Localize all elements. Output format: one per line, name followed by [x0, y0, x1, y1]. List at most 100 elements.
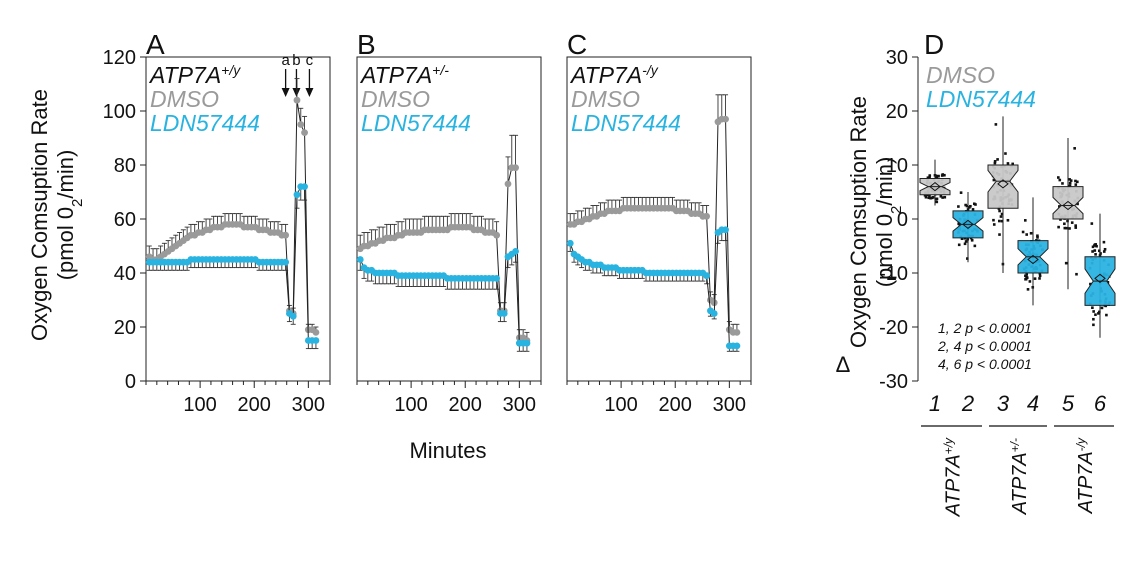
point-dmso [733, 329, 741, 336]
point-ldn57444 [733, 342, 741, 350]
point-ldn57444 [356, 256, 364, 263]
data-point-2 [965, 204, 969, 208]
data-point-3 [1006, 162, 1010, 165]
point-dmso [282, 231, 290, 239]
data-point-5 [1057, 176, 1060, 179]
data-point-6 [1091, 250, 1094, 253]
y-tick-label: 20 [114, 317, 136, 339]
mean-marker-4 [1027, 254, 1039, 265]
panel-letter: B [357, 29, 376, 60]
d-legend-dmso: DMSO [926, 62, 995, 88]
data-point-1 [928, 175, 931, 179]
significance-annotation: 1, 2 p < 0.0001 [938, 320, 1032, 336]
data-point-1 [935, 200, 939, 204]
data-point-6 [1094, 313, 1097, 316]
data-point-1 [923, 193, 927, 197]
data-point-4 [1026, 288, 1030, 291]
y-tick-label: 0 [125, 371, 136, 393]
oc-ylabel-line1: Oxygen Comsuption Rate [27, 89, 52, 341]
legend-dmso: DMSO [571, 86, 640, 112]
data-point-6 [1104, 304, 1108, 308]
data-point-1 [939, 195, 943, 198]
data-point-1 [941, 196, 944, 199]
data-point-1 [927, 196, 931, 200]
injection-label: a [281, 52, 290, 69]
x-tick-label: 200 [238, 394, 271, 416]
panel-b-frame [356, 56, 542, 382]
mean-marker-3 [997, 179, 1009, 189]
group-label: ATP7A+/- [1008, 438, 1031, 515]
d-y-tick-label: -30 [879, 371, 908, 393]
x-tick-label: 300 [503, 394, 536, 416]
d-delta-symbol: Δ [836, 352, 851, 377]
point-dmso [512, 164, 519, 172]
point-ldn57444 [566, 239, 574, 247]
category-label: 5 [1062, 391, 1075, 416]
data-point-2 [973, 244, 977, 248]
panel-letter: C [567, 29, 587, 60]
data-point-4 [1023, 219, 1027, 222]
injection-arrow-head [281, 88, 290, 97]
data-point-3 [993, 160, 997, 163]
data-point-2 [966, 257, 969, 260]
legend-dmso: DMSO [361, 86, 430, 112]
x-tick-label: 100 [394, 394, 427, 416]
data-point-6 [1102, 250, 1106, 253]
data-point-6 [1099, 252, 1102, 255]
y-tick-label: 120 [103, 47, 136, 69]
oc-ylabel: Oxygen Comsuption Rate (pmol 02/min) [27, 89, 86, 341]
point-ldn57444 [312, 337, 320, 344]
significance-annotation: 4, 6 p < 0.0001 [938, 356, 1032, 372]
data-point-6 [1093, 249, 1097, 252]
point-dmso [710, 299, 718, 307]
x-tick-label: 200 [449, 394, 482, 416]
data-point-6 [1093, 243, 1097, 246]
x-tick-label: 300 [713, 394, 746, 416]
point-ldn57444 [722, 226, 729, 234]
data-point-5 [1068, 181, 1072, 185]
d-y-tick-label: 0 [897, 209, 908, 231]
data-point-6 [1092, 317, 1095, 321]
data-point-3 [994, 123, 998, 126]
series-line-ldn57444 [569, 229, 737, 347]
point-ldn57444 [282, 258, 290, 266]
data-point-5 [1070, 221, 1074, 224]
data-point-2 [964, 240, 968, 243]
panel-c-frame [566, 56, 752, 382]
data-point-2 [971, 208, 975, 211]
y-tick-label: 100 [103, 101, 136, 123]
data-point-3 [998, 219, 1001, 223]
data-point-6 [1092, 323, 1095, 327]
legend-genotype: ATP7A-/y [569, 62, 659, 88]
legend-genotype: ATP7A+/- [359, 62, 449, 88]
d-y-tick-label: -10 [879, 263, 908, 285]
data-point-1 [934, 174, 938, 178]
point-ldn57444 [703, 272, 711, 280]
data-point-5 [1076, 180, 1079, 184]
data-point-5 [1063, 222, 1066, 226]
point-dmso [493, 231, 501, 239]
d-y-tick-label: 30 [886, 47, 908, 69]
data-point-6 [1105, 313, 1108, 317]
panel-d: Δ Oxygen Comsuption Rate (pmol 02/min) D… [836, 29, 1116, 517]
data-point-2 [964, 203, 967, 207]
data-point-2 [957, 243, 961, 247]
data-point-5 [1075, 272, 1078, 276]
category-label: 2 [961, 391, 974, 416]
data-point-1 [931, 196, 935, 199]
data-point-5 [1069, 179, 1073, 182]
data-point-6 [1102, 240, 1106, 244]
d-y-tick-label: -20 [879, 317, 908, 339]
point-ldn57444 [293, 191, 301, 199]
point-ldn57444 [512, 248, 519, 255]
data-point-6 [1089, 282, 1092, 286]
x-tick-label: 100 [183, 394, 216, 416]
data-point-6 [1090, 222, 1094, 225]
data-point-6 [1091, 306, 1094, 309]
data-point-3 [999, 215, 1003, 218]
data-point-3 [1004, 152, 1007, 155]
data-point-3 [993, 161, 997, 165]
data-point-1 [943, 173, 946, 177]
